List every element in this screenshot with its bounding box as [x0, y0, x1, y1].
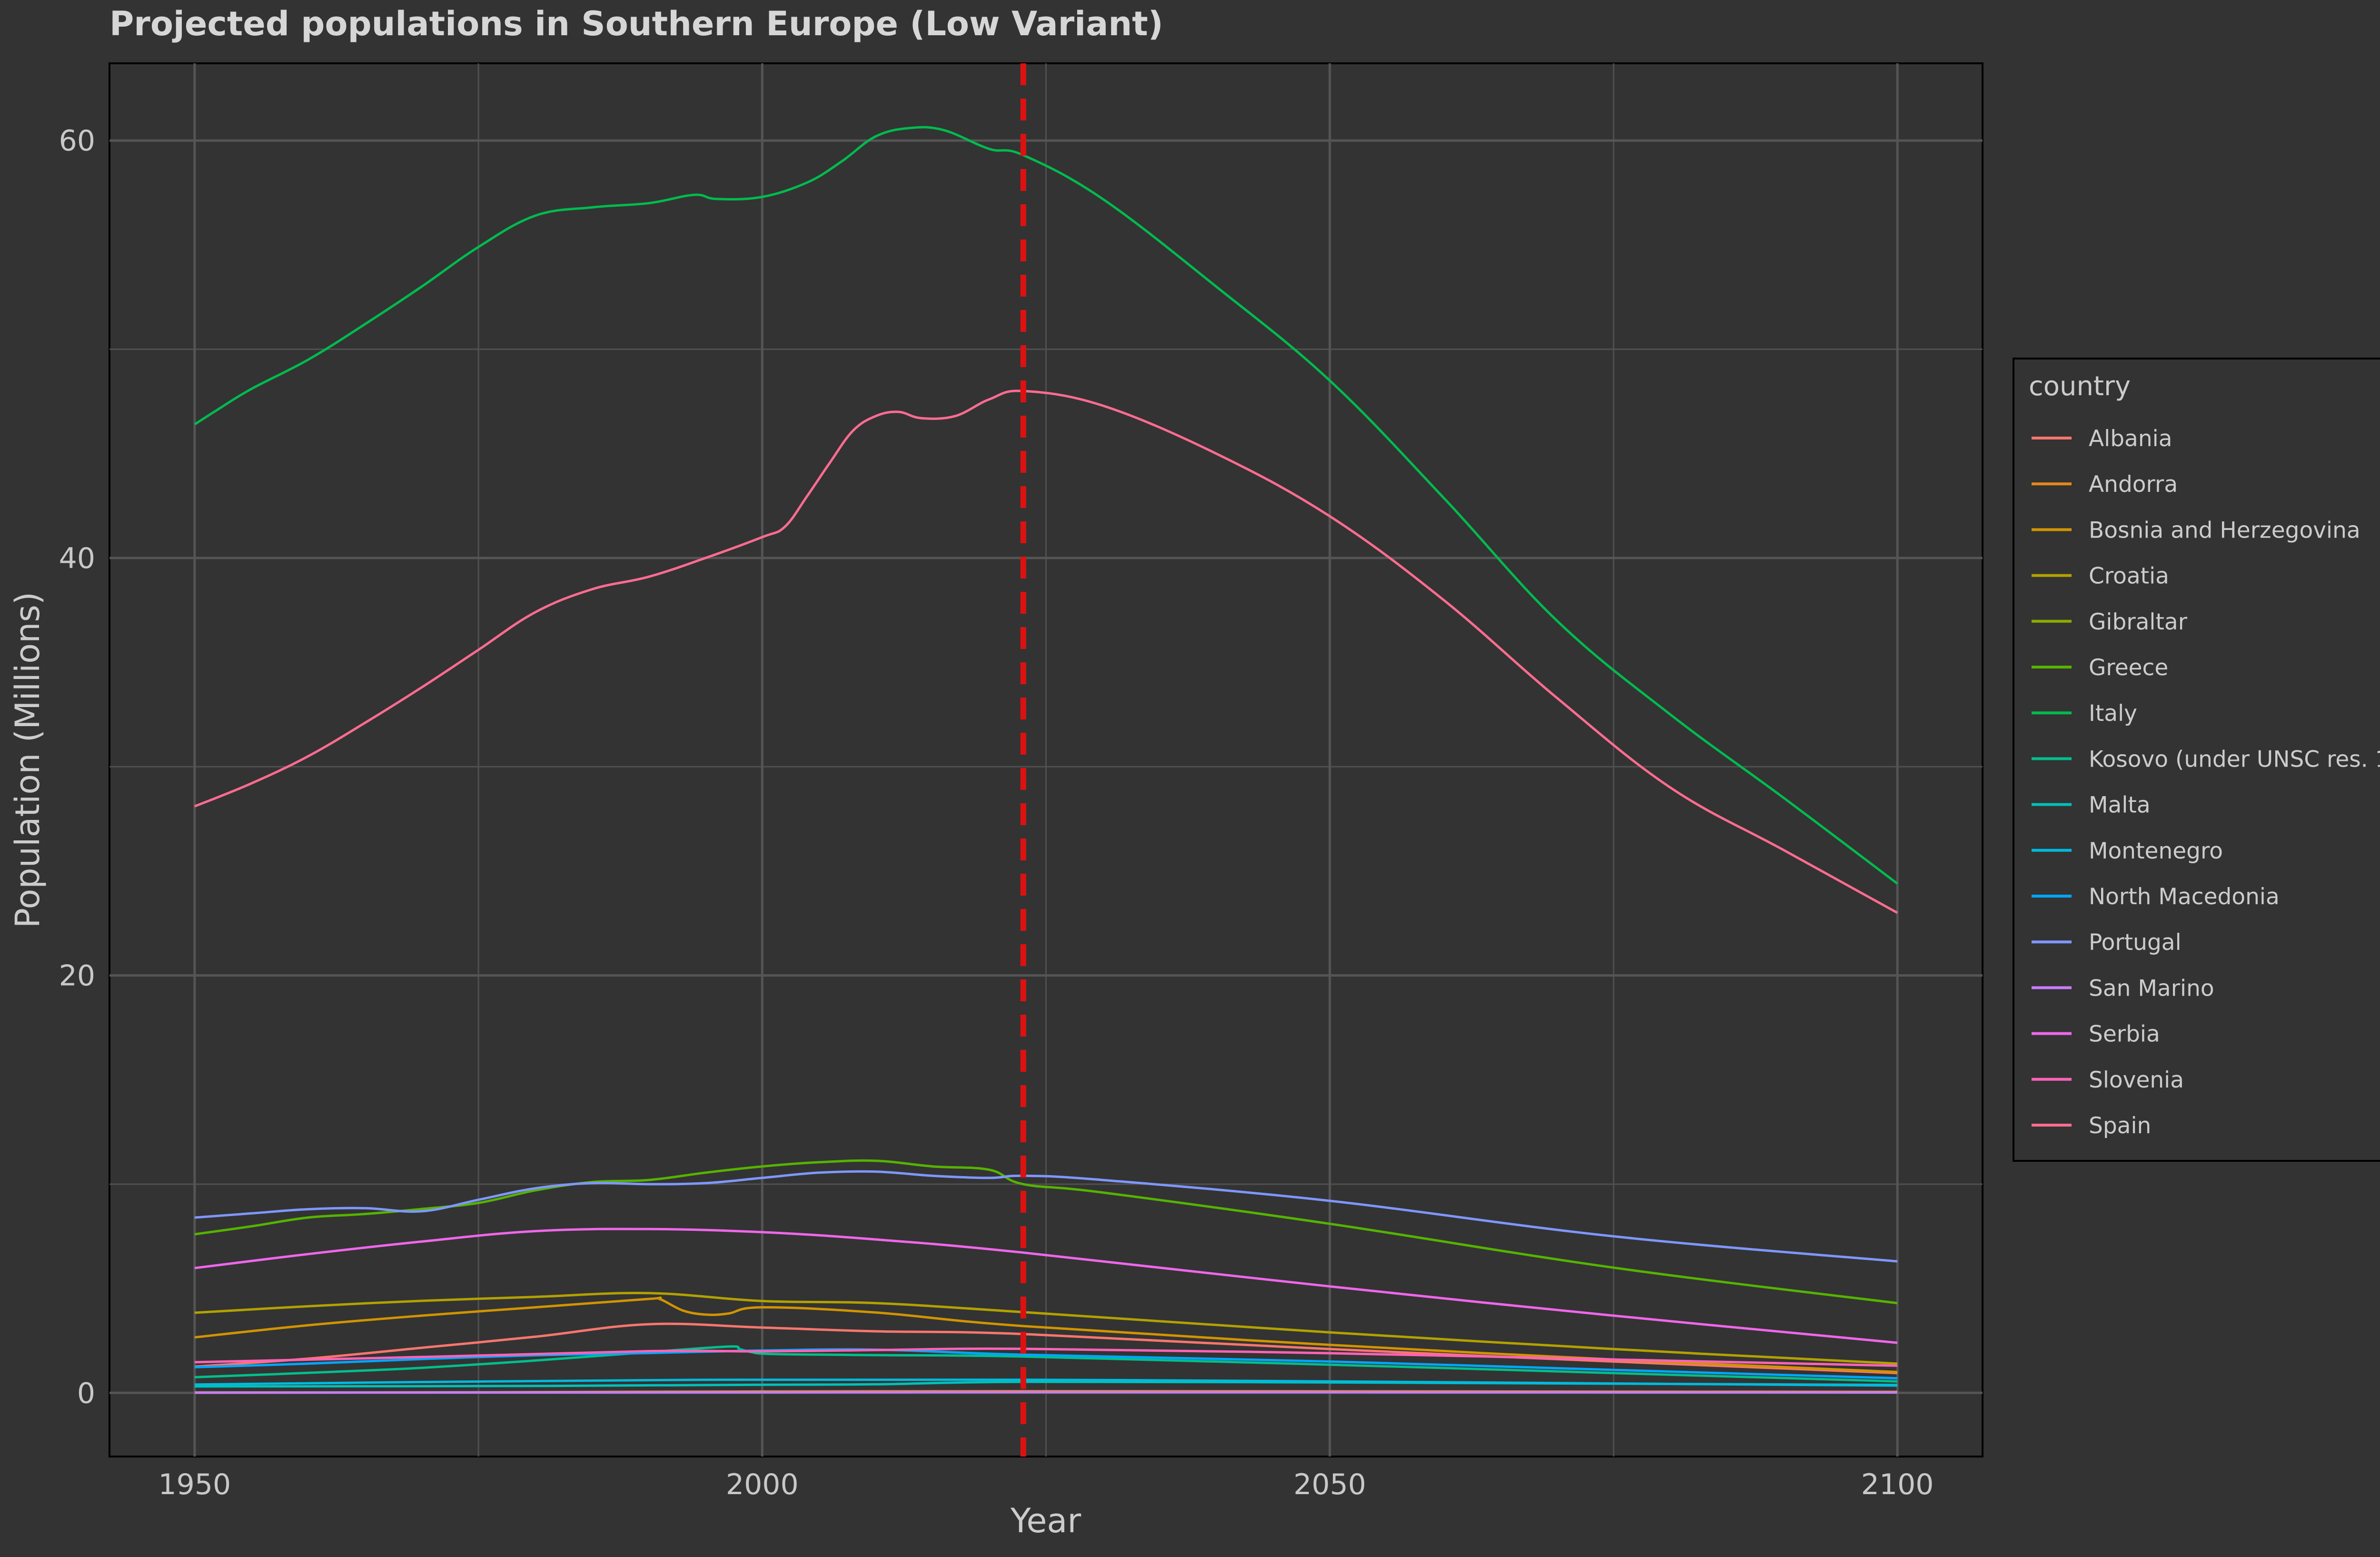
x-tick-label: 1950	[159, 1468, 231, 1501]
series-line-croatia	[194, 1292, 1898, 1365]
series-line-bosnia-and-herzegovina	[194, 1296, 1898, 1373]
y-tick-label: 40	[59, 542, 95, 575]
legend-label-greece: Greece	[2089, 655, 2168, 681]
chart-title: Projected populations in Southern Europe…	[109, 4, 1163, 43]
legend: country Albania Andorra Bosnia and Herzego…	[2013, 358, 2380, 1162]
legend-label-italy: Italy	[2089, 700, 2137, 727]
legend-label-kosovo-under-unsc-res-1244: Kosovo (under UNSC res. 1244)	[2089, 746, 2380, 772]
legend-label-bosnia-and-herzegovina: Bosnia and Herzegovina	[2089, 517, 2360, 543]
legend-label-san-marino: San Marino	[2089, 975, 2214, 1001]
series-line-serbia	[194, 1228, 1898, 1344]
series-layer	[194, 126, 1898, 1394]
x-tick-label: 2000	[726, 1468, 799, 1501]
legend-label-north-macedonia: North Macedonia	[2089, 884, 2280, 910]
legend-box	[2013, 358, 2380, 1162]
legend-label-spain: Spain	[2089, 1113, 2151, 1139]
legend-label-malta: Malta	[2089, 792, 2151, 818]
legend-label-montenegro: Montenegro	[2089, 838, 2223, 864]
x-axis-label: Year	[1010, 1501, 1081, 1540]
y-tick-label: 20	[59, 959, 95, 993]
x-tick-label: 2100	[1861, 1468, 1934, 1501]
legend-label-slovenia: Slovenia	[2089, 1067, 2184, 1093]
y-axis-label: Population (Millions)	[8, 592, 47, 928]
legend-label-croatia: Croatia	[2089, 563, 2169, 589]
series-line-san-marino	[194, 1391, 1898, 1394]
series-line-kosovo-under-unsc-res-1244	[194, 1345, 1898, 1383]
axis-layer: 1950 2000 2050 2100 0 20 40 60	[59, 124, 1934, 1501]
series-line-montenegro	[194, 1378, 1898, 1387]
series-line-portugal	[194, 1170, 1898, 1263]
legend-title: country	[2029, 371, 2131, 402]
y-tick-label: 0	[77, 1377, 95, 1410]
legend-label-serbia: Serbia	[2089, 1021, 2160, 1048]
series-line-spain	[194, 389, 1898, 914]
legend-label-albania: Albania	[2089, 426, 2172, 452]
series-line-italy	[194, 126, 1898, 885]
legend-label-gibraltar: Gibraltar	[2089, 609, 2188, 635]
legend-label-portugal: Portugal	[2089, 929, 2182, 956]
legend-label-andorra: Andorra	[2089, 471, 2178, 498]
legend-items: Albania Andorra Bosnia and Herzegovina Croa…	[2032, 426, 2380, 1139]
series-line-slovenia	[194, 1347, 1898, 1367]
x-tick-label: 2050	[1293, 1468, 1366, 1501]
y-tick-label: 60	[59, 124, 95, 158]
